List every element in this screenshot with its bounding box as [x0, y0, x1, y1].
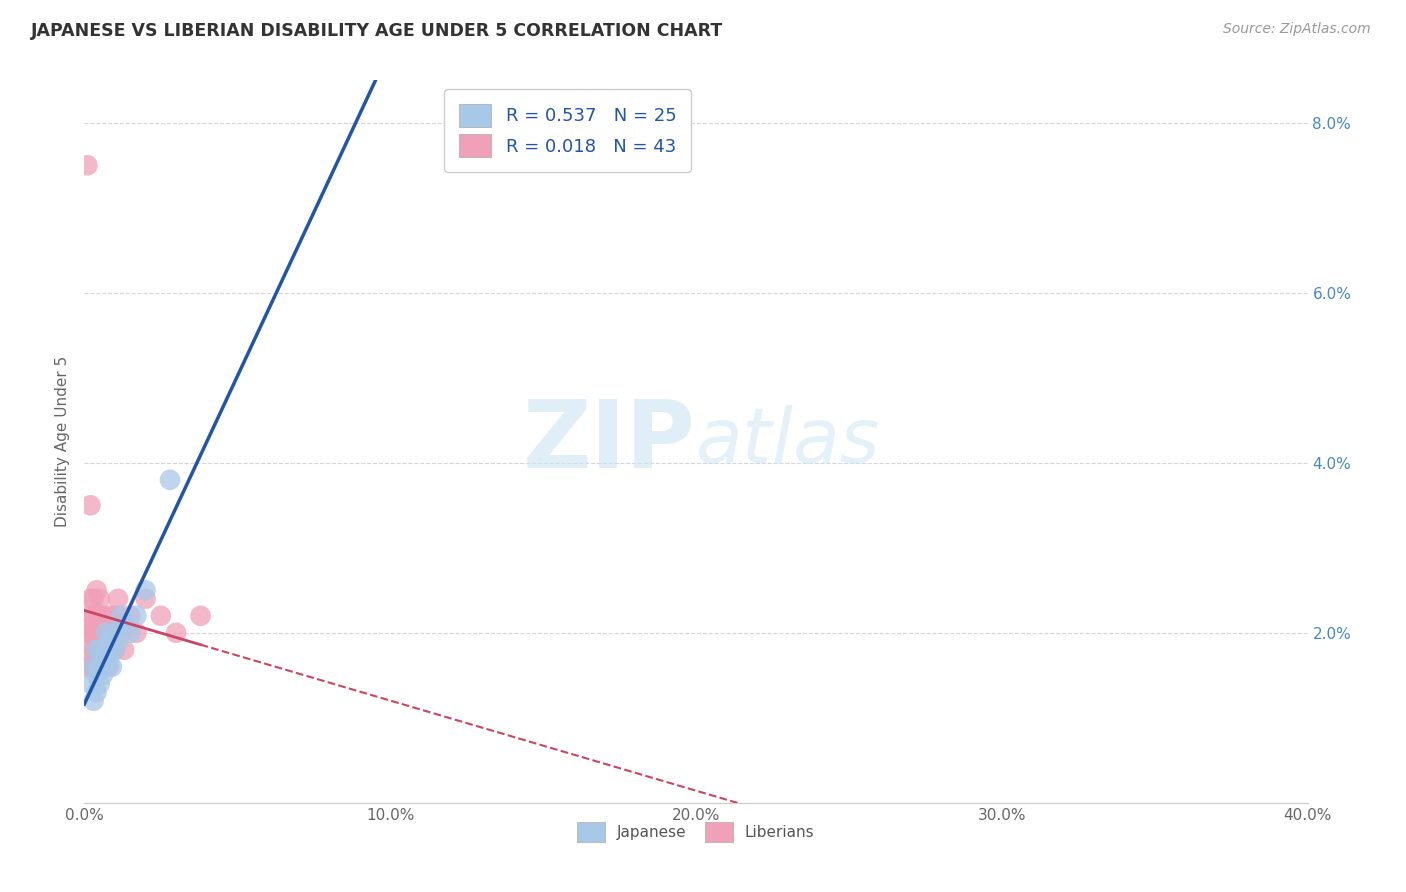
Point [97, 660, 120, 674]
Point [91, 651, 114, 665]
Point [91, 625, 114, 640]
Point [125, 608, 148, 623]
Point [94, 625, 117, 640]
Point [120, 608, 142, 623]
Point [101, 625, 124, 640]
Point [94, 625, 117, 640]
Point [190, 608, 212, 623]
Point [83, 660, 105, 674]
Point [83, 642, 105, 657]
Point [89, 625, 111, 640]
Point [135, 583, 157, 598]
Point [89, 660, 111, 674]
Point [165, 625, 187, 640]
Point [86, 668, 108, 682]
Text: JAPANESE VS LIBERIAN DISABILITY AGE UNDER 5 CORRELATION CHART: JAPANESE VS LIBERIAN DISABILITY AGE UNDE… [31, 22, 723, 40]
Point [76, 660, 98, 674]
Point [120, 625, 142, 640]
Point [86, 583, 108, 598]
Point [76, 625, 98, 640]
Point [83, 625, 105, 640]
Point [91, 668, 114, 682]
Point [94, 642, 117, 657]
Point [97, 608, 120, 623]
Point [110, 608, 132, 623]
Point [83, 608, 105, 623]
Text: atlas: atlas [696, 405, 880, 478]
Point [97, 634, 120, 648]
Legend: Japanese, Liberians: Japanese, Liberians [569, 814, 823, 849]
Point [125, 625, 148, 640]
Point [86, 608, 108, 623]
Point [89, 642, 111, 657]
Point [91, 660, 114, 674]
Point [135, 591, 157, 606]
Point [79, 642, 101, 657]
Point [89, 591, 111, 606]
Point [159, 473, 181, 487]
Point [83, 591, 105, 606]
Point [89, 677, 111, 691]
Point [89, 642, 111, 657]
Point [149, 608, 172, 623]
Point [104, 642, 127, 657]
Point [94, 660, 117, 674]
Point [101, 625, 124, 640]
Point [76, 158, 98, 172]
Point [104, 642, 127, 657]
Y-axis label: Disability Age Under 5: Disability Age Under 5 [55, 356, 70, 527]
Point [83, 617, 105, 632]
Point [79, 625, 101, 640]
Point [107, 634, 129, 648]
Point [86, 625, 108, 640]
Point [89, 608, 111, 623]
Point [79, 677, 101, 691]
Point [86, 685, 108, 699]
Point [107, 591, 129, 606]
Point [110, 625, 132, 640]
Point [97, 651, 120, 665]
Point [79, 591, 101, 606]
Point [86, 642, 108, 657]
Point [86, 660, 108, 674]
Point [79, 660, 101, 674]
Text: ZIP: ZIP [523, 395, 696, 488]
Point [83, 660, 105, 674]
Text: Source: ZipAtlas.com: Source: ZipAtlas.com [1223, 22, 1371, 37]
Point [91, 608, 114, 623]
Point [112, 642, 135, 657]
Point [112, 617, 135, 632]
Point [79, 608, 101, 623]
Point [79, 498, 101, 512]
Point [104, 608, 127, 623]
Point [101, 660, 124, 674]
Point [83, 694, 105, 708]
Point [86, 642, 108, 657]
